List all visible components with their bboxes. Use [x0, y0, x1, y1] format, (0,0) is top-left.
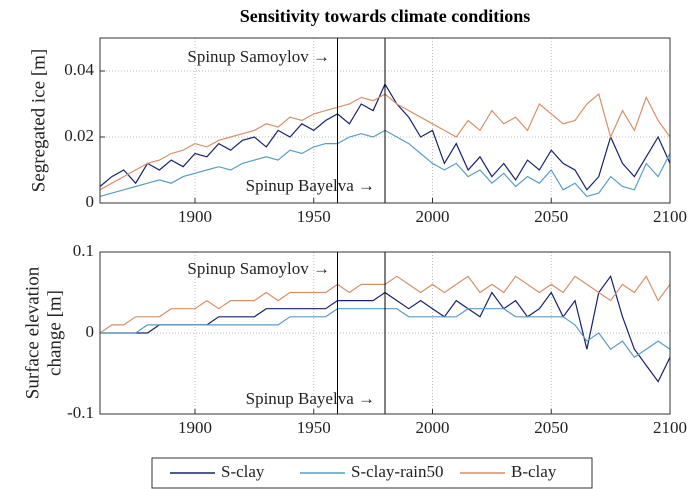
annotation: Spinup Samoylov →	[187, 259, 330, 278]
axes-frame	[99, 251, 671, 415]
x-tick-label: 2100	[653, 207, 687, 226]
axes-frame	[99, 37, 671, 204]
figure-title: Sensitivity towards climate conditions	[240, 6, 531, 26]
y-tick-label: 0	[86, 322, 95, 341]
x-tick-label: 1900	[178, 207, 212, 226]
x-tick-label: 2000	[416, 207, 450, 226]
x-tick-label: 2050	[534, 207, 568, 226]
legend-box	[151, 457, 593, 489]
x-tick-label: 2000	[416, 418, 450, 437]
annotation: Spinup Bayelva →	[246, 389, 375, 408]
x-tick-label: 1950	[297, 418, 331, 437]
y-axis-label: Surface elevation	[22, 266, 43, 399]
x-tick-label: 2100	[653, 418, 687, 437]
x-tick-label: 2050	[534, 418, 568, 437]
y-tick-label: 0.1	[73, 241, 94, 260]
legend-label: S-clay	[221, 462, 265, 481]
y-tick-label: 0.04	[64, 60, 94, 79]
y-tick-label: -0.1	[67, 403, 94, 422]
y-axis-label: Segregated ice [m]	[28, 49, 49, 192]
annotation: Spinup Bayelva →	[246, 176, 375, 195]
y-tick-label: 0.02	[64, 126, 94, 145]
y-tick-label: 0	[86, 192, 95, 211]
annotation: Spinup Samoylov →	[187, 47, 330, 66]
x-tick-label: 1950	[297, 207, 331, 226]
x-tick-label: 1900	[178, 418, 212, 437]
y-axis-label: change [m]	[44, 290, 65, 376]
legend-label: S-clay-rain50	[351, 462, 444, 481]
legend-label: B-clay	[511, 462, 557, 481]
